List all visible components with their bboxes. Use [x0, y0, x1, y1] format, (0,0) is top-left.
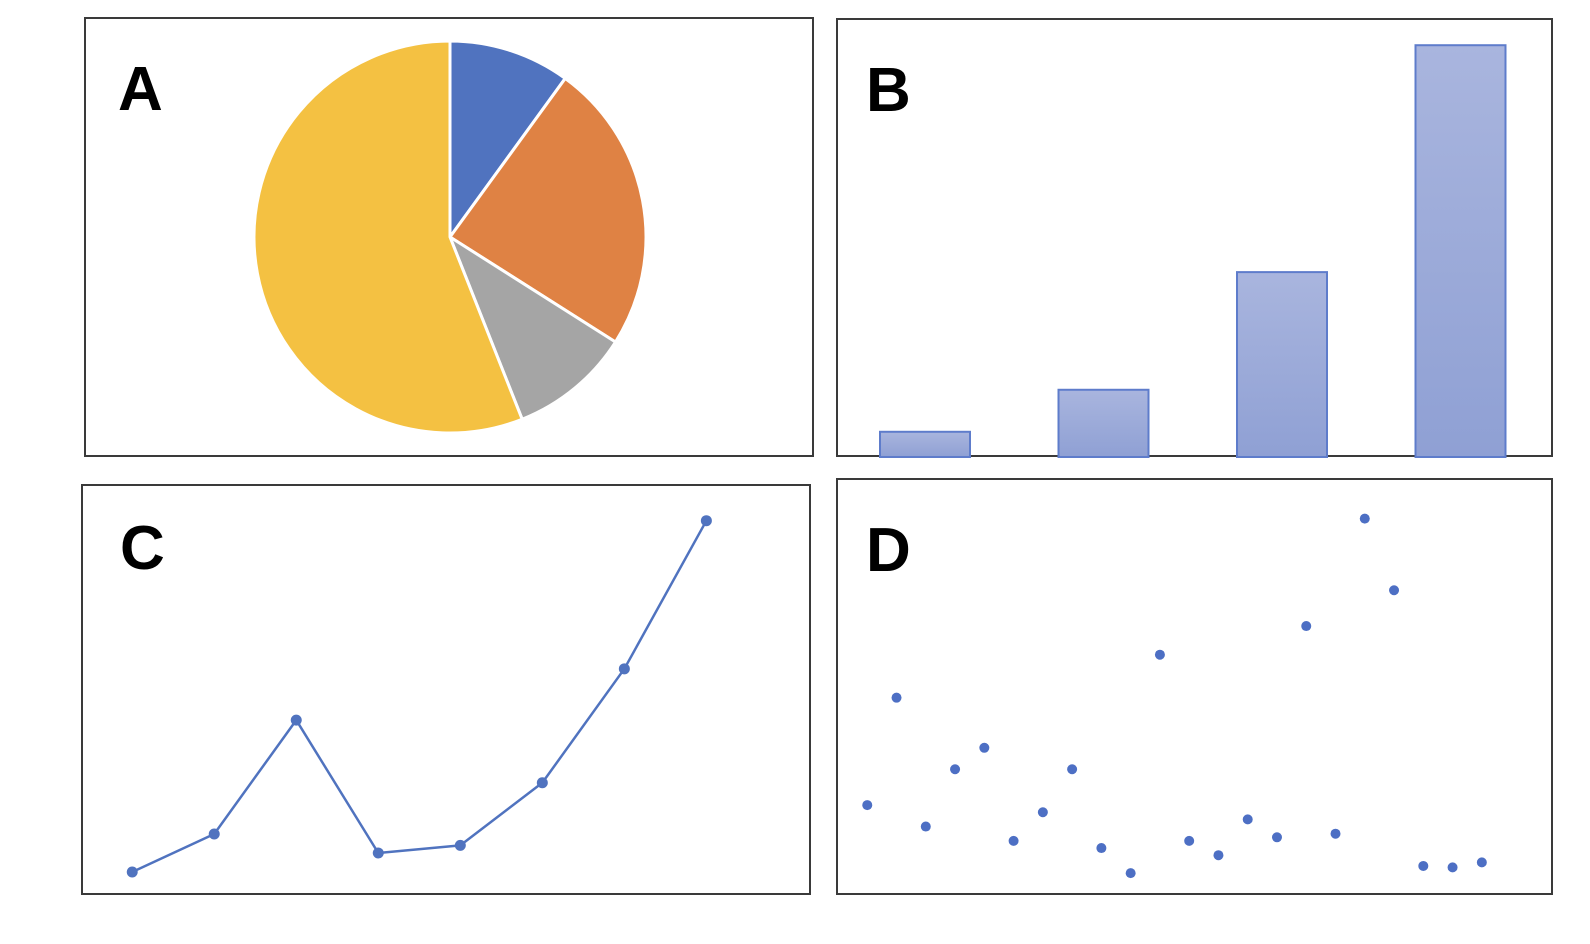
scatter-point	[950, 764, 961, 775]
scatter-point	[1301, 621, 1312, 632]
line-point	[372, 847, 384, 859]
line-point	[536, 777, 548, 789]
line-series	[131, 520, 708, 874]
scatter-point	[1067, 764, 1078, 775]
line-point	[290, 714, 302, 726]
scatter-point	[1271, 832, 1282, 843]
scatter-point	[1330, 828, 1341, 839]
scatter-point	[1242, 814, 1253, 825]
line-point	[126, 866, 138, 878]
line-point	[700, 515, 712, 527]
panel-label: D	[866, 516, 911, 585]
panel-label: B	[866, 56, 911, 125]
bar	[879, 430, 971, 458]
pie-chart	[252, 39, 648, 435]
bar	[1236, 271, 1328, 458]
scatter-point	[1447, 862, 1458, 873]
scatter-point	[1096, 843, 1107, 854]
pie-slice	[448, 39, 567, 239]
scatter-point	[1476, 857, 1487, 868]
scatter-point	[1184, 835, 1195, 846]
line-point	[454, 839, 466, 851]
panel-label: C	[120, 514, 165, 583]
bar-chart	[879, 44, 1507, 458]
panel-label: A	[118, 55, 163, 124]
scatter-point	[1359, 513, 1370, 524]
line-chart	[126, 515, 712, 878]
scatter-point	[920, 821, 931, 832]
scatter-chart	[862, 513, 1487, 879]
scatter-point	[1418, 860, 1429, 871]
pie-slice	[448, 76, 648, 344]
panel-c: C	[81, 484, 811, 895]
bar	[1057, 388, 1150, 458]
scatter-point	[862, 800, 873, 811]
pie-slice	[252, 39, 524, 435]
scatter-point	[1037, 807, 1048, 818]
line-point	[208, 828, 220, 840]
panel-d: D	[836, 478, 1553, 895]
pie-slice	[448, 235, 617, 421]
scatter-point	[1154, 649, 1165, 660]
panel-b: B	[836, 18, 1553, 458]
scatter-point	[1213, 850, 1224, 861]
scatter-point	[1125, 868, 1136, 879]
bar	[1414, 44, 1507, 458]
panel-a: A	[84, 17, 814, 457]
line-point	[618, 663, 630, 675]
scatter-point	[1008, 835, 1019, 846]
scatter-point	[1389, 585, 1400, 596]
scatter-point	[979, 742, 990, 753]
scatter-point	[891, 692, 902, 703]
